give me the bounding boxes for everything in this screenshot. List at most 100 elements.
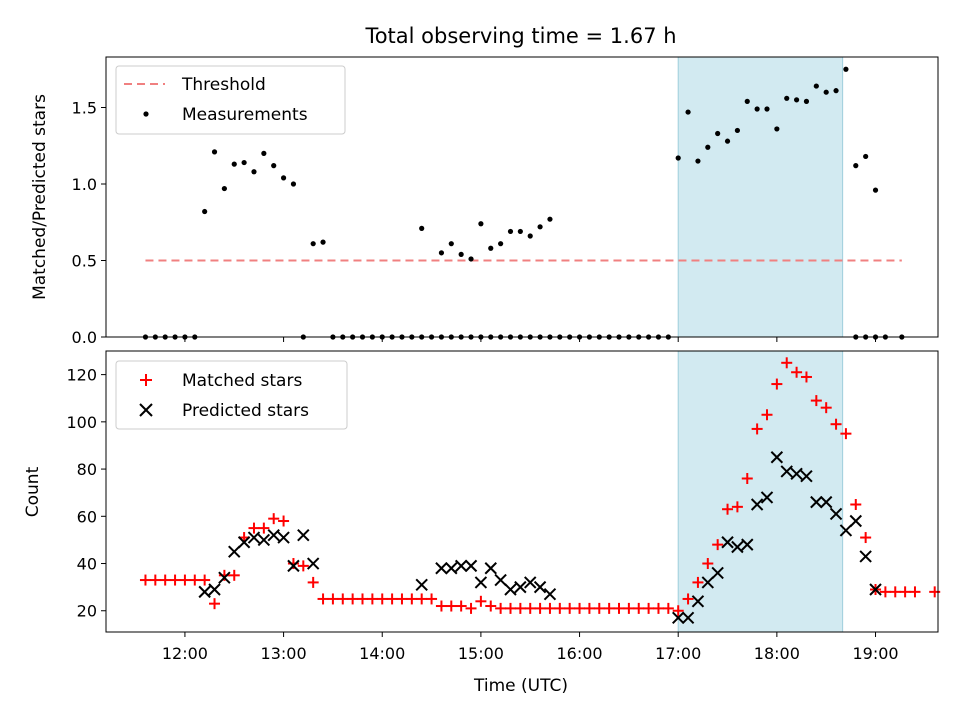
matched-star-point [199, 574, 211, 586]
matched-star-point [317, 593, 329, 605]
matched-star-point [731, 501, 743, 513]
legend-threshold-label: Threshold [181, 75, 266, 95]
matched-star-point [830, 418, 842, 430]
bottom-x-tick-label: 13:00 [261, 644, 307, 663]
matched-star-point [860, 532, 872, 544]
matched-star-point [179, 574, 191, 586]
matched-star-point [169, 574, 181, 586]
matched-star-point [712, 539, 724, 551]
matched-star-point [850, 498, 862, 510]
measurement-point [754, 106, 760, 112]
predicted-star-point [790, 467, 803, 480]
bottom-y-tick-label: 60 [77, 507, 97, 526]
predicted-star-point [701, 576, 715, 589]
top-y-axis: 0.0 0.5 1.0 1.5 [72, 98, 106, 347]
bottom-x-axis: 12:00 13:00 14:00 15:00 16:00 17:00 18:00 19:00 [162, 632, 899, 663]
predicted-star-point [484, 562, 497, 575]
predicted-star-point [514, 580, 527, 594]
measurement-point [685, 109, 691, 115]
measurement-point [211, 149, 218, 155]
matched-star-point [554, 602, 566, 614]
matched-star-point [899, 586, 911, 598]
measurement-point [320, 239, 326, 245]
predicted-star-point [691, 595, 705, 608]
measurement-point [231, 161, 237, 167]
measurement-point [784, 95, 790, 101]
matched-star-point [771, 378, 783, 390]
matched-star-point [544, 602, 556, 614]
predicted-star-point [494, 573, 507, 587]
matched-star-point [534, 602, 546, 614]
top-plot-frame [105, 56, 939, 338]
matched-star-point [228, 569, 240, 581]
measurement-point [419, 225, 425, 231]
bottom-y-axis: 20 40 60 80 100 120 [66, 366, 106, 621]
matched-star-point [741, 473, 753, 485]
measurement-point [448, 241, 454, 247]
matched-star-point [583, 602, 595, 614]
top-highlight-span [677, 56, 844, 338]
measurements-series [142, 66, 905, 340]
predicted-star-point [415, 578, 428, 591]
predicted-star-point [770, 451, 784, 464]
measurement-point [241, 159, 247, 166]
bottom-x-tick-label: 16:00 [556, 644, 602, 663]
predicted-star-point [435, 562, 448, 575]
predicted-star-point [819, 495, 833, 509]
legend-measurements-swatch [143, 111, 149, 117]
top-y-tick-label: 1.5 [72, 98, 97, 117]
measurement-point [705, 144, 711, 150]
predicted-star-point [849, 514, 862, 528]
matched-star-point [820, 402, 832, 414]
measurement-point [843, 66, 849, 72]
matched-star-point [435, 600, 447, 612]
matched-star-point [159, 574, 171, 586]
matched-star-point [426, 593, 438, 605]
matched-star-point [879, 586, 891, 598]
measurement-point [853, 163, 859, 169]
matched-star-point [268, 513, 280, 525]
bottom-y-tick-label: 40 [77, 555, 97, 574]
matched-star-point [406, 593, 418, 605]
bottom-x-tick-label: 17:00 [655, 644, 701, 663]
top-legend: Threshold Measurements [115, 65, 346, 135]
matched-star-point [139, 574, 151, 586]
predicted-star-point [800, 469, 813, 483]
matched-star-point [810, 395, 822, 407]
matched-star-point [209, 598, 221, 610]
matched-star-point [692, 576, 704, 588]
bottom-highlight-span [677, 350, 844, 633]
matched-star-point [327, 593, 339, 605]
top-y-tick-label: 1.0 [72, 175, 97, 194]
matched-star-point [445, 600, 457, 612]
matched-star-point [485, 600, 497, 612]
measurement-point [695, 158, 701, 164]
measurement-point [734, 127, 740, 134]
matched-star-point [662, 602, 674, 614]
measurement-point [261, 150, 267, 156]
matched-star-point [307, 576, 319, 588]
bottom-panel: 20 40 60 80 100 120 12:00 13:00 14:00 15:00 16:00… [23, 350, 941, 696]
matched-stars-series [139, 357, 941, 617]
predicted-star-point [839, 524, 853, 537]
matched-star-point [593, 602, 605, 614]
bottom-x-axis-label: Time (UTC) [473, 676, 568, 696]
predicted-star-point [454, 559, 468, 573]
matched-star-point [751, 423, 763, 435]
matched-star-point [248, 522, 260, 534]
measurement-point [251, 169, 257, 175]
predicted-star-point [464, 559, 478, 573]
measurement-point [498, 241, 504, 247]
legend-predicted-swatch [139, 403, 153, 417]
bottom-x-tick-label: 12:00 [162, 644, 208, 663]
predicted-star-point [218, 571, 231, 584]
matched-star-point [218, 569, 230, 581]
measurement-point [458, 251, 464, 257]
measurement-point [547, 216, 553, 222]
matched-star-point [189, 574, 201, 586]
matched-star-point [465, 602, 477, 614]
bottom-x-tick-label: 19:00 [852, 644, 898, 663]
matched-star-point [633, 602, 645, 614]
measurement-point [823, 89, 829, 95]
predicted-star-point [533, 580, 547, 594]
